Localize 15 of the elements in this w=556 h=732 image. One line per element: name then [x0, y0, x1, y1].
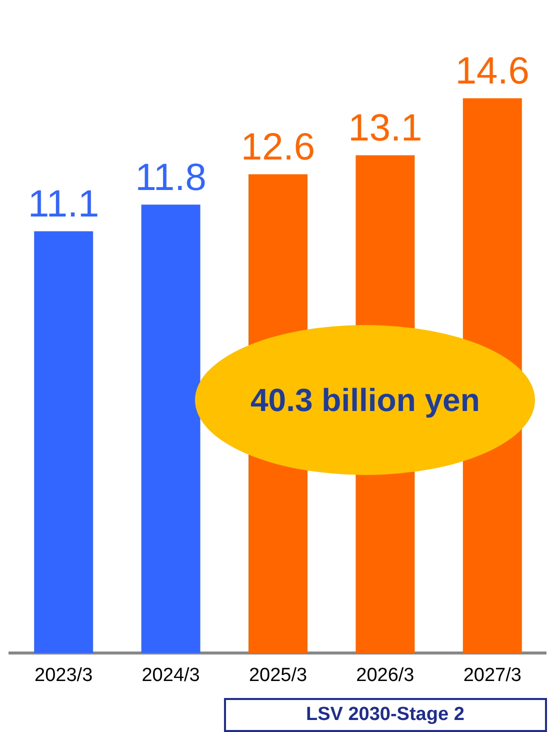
- bar: [141, 204, 200, 654]
- x-tick-label: 2027/3: [463, 664, 522, 686]
- x-tick-label: 2023/3: [34, 664, 93, 686]
- data-label: 14.6: [455, 50, 530, 93]
- data-label: 11.8: [135, 157, 206, 200]
- data-label: 12.6: [241, 126, 315, 169]
- data-label: 11.1: [28, 184, 100, 226]
- x-tick-label: 2024/3: [142, 664, 200, 686]
- bar: [34, 231, 94, 654]
- annotation: 40.3 billion yen: [250, 382, 480, 419]
- data-label: 13.1: [348, 108, 422, 150]
- outline-box: LSV 2030-Stage 2: [224, 698, 547, 732]
- x-tick-label: 2025/3: [248, 664, 308, 686]
- x-tick-label: 2026/3: [356, 664, 414, 686]
- ellipse-callout: 40.3 billion yen: [195, 325, 536, 476]
